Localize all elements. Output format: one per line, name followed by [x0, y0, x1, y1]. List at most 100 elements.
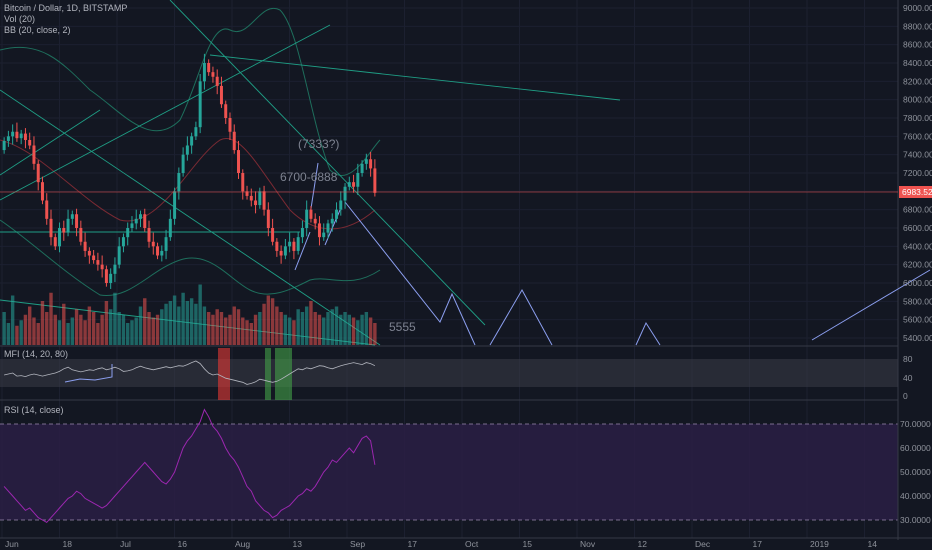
time-tick-label: Aug	[235, 539, 250, 549]
mfi-line	[4, 360, 376, 385]
candle-body	[83, 241, 87, 251]
candle-body	[19, 133, 23, 139]
candle-body	[40, 182, 44, 201]
volume-bar	[126, 323, 130, 345]
price-tick-label: 8200.00	[903, 76, 932, 86]
rsi-title: RSI (14, close)	[4, 405, 64, 415]
price-tick-label: 8600.00	[903, 40, 932, 50]
price-tick-label: 7800.00	[903, 113, 932, 123]
candle-body	[202, 63, 206, 82]
volume-bar	[236, 309, 241, 345]
time-tick-label: 18	[63, 539, 73, 549]
mfi-band	[0, 359, 898, 387]
volume-bar	[155, 314, 160, 345]
volume-bar	[49, 292, 53, 345]
volume-bar	[15, 325, 19, 345]
candle-body	[241, 173, 245, 192]
time-tick-label: 17	[408, 539, 418, 549]
candle-body	[32, 145, 36, 164]
candle-body	[364, 159, 368, 164]
volume-bar	[266, 295, 271, 345]
volume-bar	[228, 314, 232, 345]
volume-bar	[113, 292, 117, 345]
candle-body	[87, 250, 91, 256]
candle-body	[292, 241, 296, 251]
candle-body	[266, 209, 270, 228]
volume-bar	[322, 317, 326, 345]
volume-bar	[330, 309, 334, 345]
time-axis[interactable]: Jun 18 Jul 16 Aug 13 Sep 17 Oct 15 Nov 12 Dec 17 2019 1…	[5, 539, 877, 549]
price-tick-label: 6600.00	[903, 223, 932, 233]
candle-body	[15, 131, 19, 139]
candle-body	[215, 76, 219, 86]
candle-body	[228, 118, 232, 132]
candle-body	[6, 136, 10, 141]
legend-volume: Vol (20)	[4, 14, 35, 24]
projection-path-1	[344, 201, 476, 346]
time-tick-label: 16	[178, 539, 188, 549]
candle-body	[134, 218, 138, 224]
volume-bar	[40, 301, 45, 345]
price-tick-label: 7200.00	[903, 168, 932, 178]
projection-path-2	[489, 288, 553, 346]
volume-bar	[108, 309, 113, 345]
candle-body	[279, 250, 283, 256]
candle-body	[207, 63, 211, 73]
candle-body	[194, 127, 198, 137]
candle-body	[360, 163, 364, 173]
candle-body	[198, 81, 202, 128]
rsi-band	[0, 424, 898, 520]
volume-bar	[275, 306, 279, 345]
candle-body	[373, 168, 377, 193]
candle-body	[96, 260, 100, 265]
mfi-zone	[275, 348, 292, 400]
volume-bar	[83, 320, 87, 345]
volume-bar	[130, 320, 134, 345]
volume-bar	[189, 298, 194, 345]
volume-bar	[360, 314, 364, 345]
mfi-arrow	[64, 364, 113, 383]
candle-body	[75, 214, 79, 228]
candle-body	[100, 264, 104, 270]
volume-bar	[117, 312, 121, 345]
price-tick-label: 6800.00	[903, 205, 932, 215]
bollinger-lower	[0, 219, 381, 297]
candle-body	[156, 246, 160, 256]
volume-bar	[206, 312, 211, 345]
candle-body	[326, 223, 330, 233]
volume-bar	[104, 301, 109, 345]
candle-body	[109, 273, 113, 283]
time-tick-label: 12	[638, 539, 648, 549]
volume-bar	[202, 306, 207, 345]
candle-body	[168, 218, 172, 238]
volume-bar	[304, 306, 309, 345]
volume-bar	[19, 320, 23, 345]
candle-body	[53, 237, 57, 247]
volume-bar	[53, 314, 57, 345]
volume-bar	[134, 317, 138, 345]
candle-body	[275, 241, 279, 251]
candle-body	[66, 218, 70, 233]
price-tick-label: 8000.00	[903, 95, 932, 105]
candle-body	[245, 191, 249, 196]
mfi-tick-80: 80	[903, 354, 913, 364]
price-axis[interactable]: 9000.00 8800.00 8600.00 8400.00 8200.00 8000.…	[903, 3, 932, 343]
volume-bar	[283, 314, 288, 345]
candle-body	[347, 182, 351, 187]
candle-body	[288, 241, 292, 247]
candle-body	[249, 195, 253, 201]
candle-body	[232, 131, 236, 151]
price-tick-label: 5800.00	[903, 296, 932, 306]
annotation-target: (7333?)	[298, 137, 339, 151]
trendline-descending-2	[0, 89, 381, 346]
rsi-tick-30: 30.0000	[900, 515, 931, 525]
candle-body	[237, 150, 240, 173]
arrow-short-1	[294, 231, 311, 271]
volume-bar	[241, 317, 245, 345]
time-tick-label: 14	[868, 539, 878, 549]
trendline-top	[209, 54, 621, 101]
candle-body	[28, 140, 32, 146]
volume-bar	[326, 312, 330, 345]
candle-body	[313, 218, 317, 224]
